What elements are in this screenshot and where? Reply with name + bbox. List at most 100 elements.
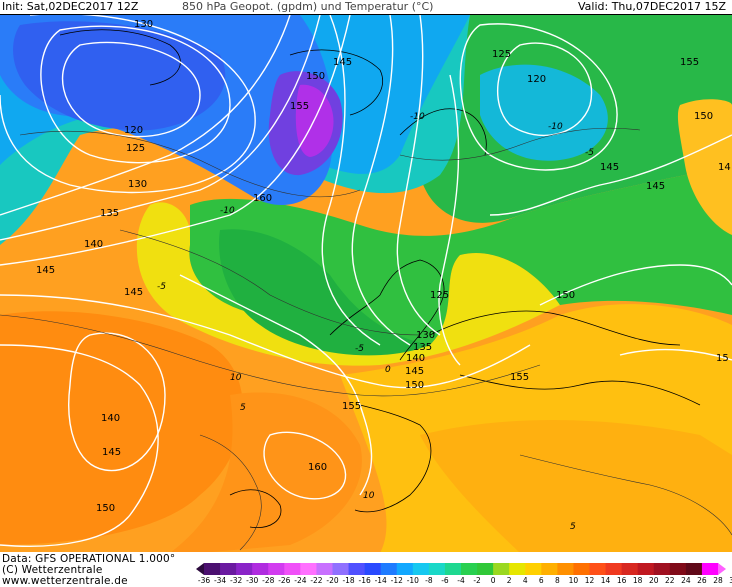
scale-swatch (444, 563, 462, 575)
scale-label: 26 (697, 576, 707, 585)
scale-swatch (525, 563, 542, 575)
data-source: Data: GFS OPERATIONAL 1.000° (2, 553, 176, 565)
scale-swatch (509, 563, 526, 575)
scale-label: 12 (584, 576, 595, 585)
scale-label: -6 (441, 576, 449, 585)
temp-label: 5 (570, 522, 576, 532)
geo-label: 155 (342, 401, 361, 412)
scale-label: -34 (213, 576, 227, 585)
geo-label: 140 (406, 353, 425, 364)
color-scale-labels: -36 -34 -32 -30 -28 -26 -24 -22 -20 -18 -16 -14 -12-… (196, 576, 732, 586)
geo-label: 155 (680, 57, 699, 68)
geo-label: 130 (416, 330, 435, 341)
scale-swatch (220, 563, 237, 575)
geo-label: 145 (333, 57, 352, 68)
scale-label: -4 (457, 576, 465, 585)
scale-label: -20 (326, 576, 339, 585)
geo-label: 145 (405, 366, 424, 377)
geo-label: 145 (600, 162, 619, 173)
temp-label: -10 (548, 122, 563, 132)
scale-label: 4 (522, 576, 528, 585)
scale-label: -18 (342, 576, 355, 585)
warm-core-west (0, 311, 243, 545)
scale-swatch (653, 563, 671, 575)
scale-label: -12 (390, 576, 403, 585)
website-url: www.wetterzentrale.de (2, 575, 128, 587)
scale-swatch (461, 563, 478, 575)
scale-swatch (204, 563, 221, 575)
geo-label: 150 (405, 380, 424, 391)
teal-east (480, 64, 608, 161)
scale-label: 2 (506, 576, 512, 585)
blue-core-nw (13, 21, 226, 131)
temp-label: 0 (385, 365, 391, 375)
geo-label: 155 (290, 101, 309, 112)
copyright: (C) Wetterzentrale (2, 564, 103, 576)
scale-label: -8 (425, 576, 433, 585)
weather-map: 130 150 145 155 125 120 155 150 120 125 … (0, 14, 732, 554)
geo-label: 150 (694, 111, 713, 122)
map-footer: Data: GFS OPERATIONAL 1.000° (C) Wetterz… (0, 552, 732, 587)
scale-swatch (701, 563, 719, 575)
geo-label: 15 (716, 353, 729, 364)
scale-swatch (669, 563, 687, 575)
temp-label: 10 (230, 373, 242, 383)
valid-time: Valid: Thu,07DEC2017 15Z (578, 0, 726, 13)
geo-label: 145 (646, 181, 665, 192)
scale-label: -26 (278, 576, 291, 585)
map-canvas: 130 150 145 155 125 120 155 150 120 125 … (0, 15, 732, 553)
scale-swatch (396, 563, 414, 575)
geo-label: 155 (510, 372, 529, 383)
geo-label: 14 (718, 162, 731, 173)
scale-swatch (428, 563, 446, 575)
temp-label: 5 (240, 403, 246, 413)
geo-label: 125 (430, 290, 449, 301)
scale-swatch (557, 563, 574, 575)
scale-swatch (573, 563, 590, 575)
scale-swatch (685, 563, 703, 575)
scale-swatch (364, 563, 382, 575)
warm-east-edge (677, 99, 732, 235)
geo-label: 120 (527, 74, 546, 85)
geo-label: 150 (306, 71, 325, 82)
geo-label: 130 (128, 179, 147, 190)
scale-label: -36 (197, 576, 211, 585)
scale-swatch (300, 563, 317, 575)
temp-label: -10 (410, 112, 425, 122)
scale-label: 24 (681, 576, 691, 585)
geo-label: 130 (134, 19, 153, 30)
geo-label: 125 (126, 143, 145, 154)
scale-swatch (621, 563, 639, 575)
scale-swatch (493, 563, 510, 575)
temp-label: 10 (363, 491, 375, 501)
temp-label: -5 (585, 148, 594, 158)
scale-swatch (332, 563, 350, 575)
temperature-labels: -10 -10 -5 -5 0 5 10 10 -5 -10 5 (157, 112, 594, 532)
scale-swatch (380, 563, 398, 575)
geo-label: 135 (413, 342, 432, 353)
scale-swatch (412, 563, 430, 575)
geo-label: 140 (101, 413, 120, 424)
scale-label: -24 (294, 576, 307, 585)
cold-core (295, 84, 334, 157)
geo-label: 145 (102, 447, 121, 458)
orange-south (420, 420, 732, 553)
geo-label: 145 (124, 287, 143, 298)
geo-label: 135 (100, 208, 119, 219)
temp-label: -10 (220, 206, 235, 216)
scale-label: -16 (358, 576, 371, 585)
map-title: 850 hPa Geopot. (gpdm) und Temperatur (°… (182, 0, 434, 13)
scale-label: 0 (490, 576, 496, 585)
map-header: Init: Sat,02DEC2017 12Z 850 hPa Geopot. … (0, 0, 732, 14)
geopotential-contours (0, 15, 732, 547)
scale-swatch (541, 563, 558, 575)
scale-arrow-left (196, 563, 204, 575)
scale-swatch (637, 563, 655, 575)
scale-label: 10 (568, 576, 579, 585)
scale-label: 16 (616, 576, 627, 585)
geo-label: 160 (253, 193, 272, 204)
scale-label: 30 (729, 576, 732, 585)
color-scale-bar (196, 563, 726, 575)
scale-swatch (589, 563, 607, 575)
scale-swatch (236, 563, 253, 575)
